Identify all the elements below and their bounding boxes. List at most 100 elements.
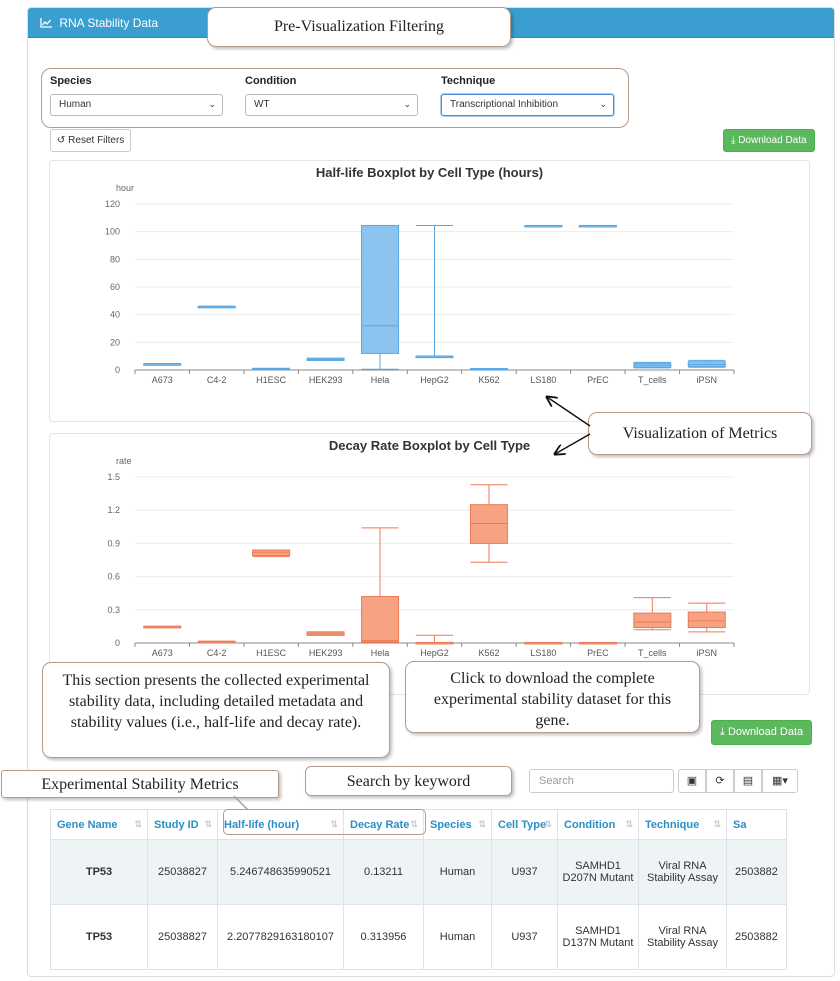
line-chart-icon [40, 18, 52, 28]
technique-value: Transcriptional Inhibition [450, 99, 559, 110]
table-cell: 0.313956 [343, 904, 424, 970]
y-tick-label: 1.2 [107, 505, 120, 515]
y-tick-label: 0.6 [107, 572, 120, 582]
y-tick-label: 1.5 [107, 472, 120, 482]
x-tick-label: PrEC [587, 648, 609, 658]
table-cell[interactable]: 25038827 [147, 904, 218, 970]
y-tick-label: 20 [110, 337, 120, 347]
sort-icon: ⇅ [204, 819, 212, 829]
table-row: TP53 25038827 2.2077829163180107 0.313956 Hu… [50, 904, 787, 970]
column-header-label: Species [430, 818, 472, 831]
chevron-down-icon: ⌄ [403, 99, 411, 109]
y-tick-label: 60 [110, 282, 120, 292]
column-header[interactable]: Species ⇅ [423, 809, 492, 840]
column-header-label: Decay Rate [350, 818, 410, 831]
box [361, 224, 400, 354]
x-tick-label: A673 [152, 375, 173, 385]
download-data-button-bottom[interactable]: ⤓ Download Data [711, 720, 813, 745]
x-tick-label: K562 [478, 375, 499, 385]
refresh-button[interactable]: ⟳ [706, 769, 734, 793]
x-tick-label: K562 [478, 648, 499, 658]
species-select[interactable]: Human ⌄ [50, 94, 223, 116]
download-data-button-top[interactable]: ⤓ Download Data [723, 129, 815, 152]
x-tick-label: LS180 [530, 375, 556, 385]
column-header[interactable]: Gene Name ⇅ [50, 809, 148, 840]
halflife-chart-title: Half-life Boxplot by Cell Type (hours) [315, 165, 544, 180]
column-header[interactable]: Study ID ⇅ [147, 809, 218, 840]
y-tick-label: 120 [105, 199, 120, 209]
column-header-label: Gene Name [57, 818, 118, 831]
condition-select[interactable]: WT ⌄ [245, 94, 418, 116]
column-header-label: Cell Type [498, 818, 547, 831]
table-cell: TP53 [50, 839, 148, 905]
sort-icon: ⇅ [410, 819, 418, 829]
toggle-view-button[interactable]: ▤ [734, 769, 762, 793]
table-cell: U937 [491, 904, 558, 970]
condition-label: Condition [245, 75, 297, 87]
x-tick-label: C4-2 [207, 375, 227, 385]
technique-label: Technique [441, 75, 496, 87]
sort-icon: ⇅ [134, 819, 142, 829]
download-icon: ⤓ [720, 726, 725, 738]
x-tick-label: C4-2 [207, 648, 227, 658]
table-cell: Human [423, 904, 492, 970]
reset-filters-label: Reset Filters [68, 135, 125, 146]
table-header-row: Gene Name ⇅ Study ID ⇅ Half-life (hour) ⇅ Deca… [50, 809, 787, 840]
column-header-label: Technique [645, 818, 700, 831]
halflife-boxplot: hour 0 20 40 60 80 100 120 A673 C4-2 H1ESC HEK293 He… [105, 183, 735, 385]
download-data-label: Download Data [727, 726, 804, 738]
x-tick-label: Hela [371, 375, 390, 385]
x-tick-label: HepG2 [420, 375, 449, 385]
y-tick-label: 40 [110, 310, 120, 320]
table-cell[interactable]: 2503882 [726, 839, 787, 905]
y-tick-label: 100 [105, 227, 120, 237]
chevron-down-icon: ⌄ [599, 99, 607, 109]
download-data-label: Download Data [738, 135, 807, 146]
table-cell: SAMHD1 D137N Mutant [557, 904, 639, 970]
box [469, 504, 508, 544]
columns-dropdown-button[interactable]: ▦▾ [762, 769, 798, 793]
sort-icon: ⇅ [478, 819, 486, 829]
x-tick-label: iPSN [697, 375, 718, 385]
box [252, 549, 291, 557]
sort-icon: ⇅ [625, 819, 633, 829]
y-axis-label: rate [116, 456, 132, 466]
x-tick-label: HepG2 [420, 648, 449, 658]
prefilter-callout: Pre-Visualization Filtering [207, 7, 511, 47]
column-header[interactable]: Cell Type ⇅ [491, 809, 558, 840]
panel-title: RNA Stability Data [59, 16, 159, 30]
decay-chart-title: Decay Rate Boxplot by Cell Type [328, 438, 531, 453]
chevron-down-icon: ⌄ [208, 99, 216, 109]
reset-filters-button[interactable]: ↺ Reset Filters [50, 129, 132, 152]
callout-pointer [233, 795, 249, 811]
search-input[interactable]: Search [529, 769, 674, 793]
column-header-label: Condition [564, 818, 616, 831]
collapse-icon: ▣ [686, 775, 698, 787]
x-tick-label: PrEC [587, 375, 609, 385]
table-cell: 2.2077829163180107 [217, 904, 344, 970]
table-cell: SAMHD1 D207N Mutant [557, 839, 639, 905]
section-note-callout: This section presents the collected expe… [42, 662, 390, 758]
y-tick-label: 80 [110, 254, 120, 264]
x-tick-label: T_cells [638, 375, 667, 385]
column-header[interactable]: Half-life (hour) ⇅ [217, 809, 344, 840]
column-header[interactable]: Technique ⇅ [638, 809, 727, 840]
download-note-callout: Click to download the complete experimen… [405, 661, 700, 733]
stability-table: Gene Name ⇅ Study ID ⇅ Half-life (hour) ⇅ Deca… [50, 809, 787, 970]
x-tick-label: Hela [371, 648, 390, 658]
decay-boxplot: rate 0 0.3 0.6 0.9 1.2 1.5 A673 C4-2 H1ESC HEK293 H… [107, 456, 735, 658]
table-cell[interactable]: 2503882 [726, 904, 787, 970]
x-tick-label: HEK293 [309, 375, 343, 385]
toggle-pagination-button[interactable]: ▣ [678, 769, 706, 793]
download-icon: ⤓ [731, 135, 736, 146]
table-row: TP53 25038827 5.246748635990521 0.13211 Huma… [50, 839, 787, 905]
y-tick-label: 0 [115, 638, 120, 648]
technique-select[interactable]: Transcriptional Inhibition ⌄ [441, 94, 614, 116]
condition-value: WT [254, 99, 270, 110]
x-tick-label: A673 [152, 648, 173, 658]
column-header[interactable]: Sa [726, 809, 787, 840]
x-tick-label: H1ESC [256, 648, 287, 658]
table-cell[interactable]: 25038827 [147, 839, 218, 905]
reset-icon: ↺ [57, 135, 66, 146]
column-header[interactable]: Condition ⇅ [557, 809, 639, 840]
